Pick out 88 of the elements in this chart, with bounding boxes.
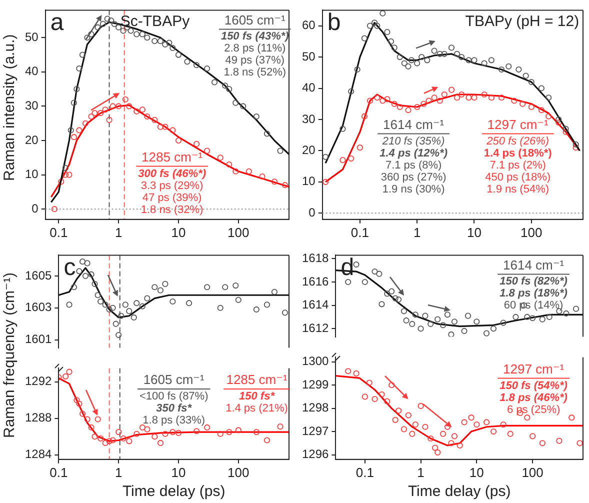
x-tick-label: 0.1 xyxy=(356,464,374,480)
y-tick-label: 50 xyxy=(302,49,316,64)
x-tick-label: 100 xyxy=(520,224,542,240)
annotation: 150 fs (43%*) xyxy=(220,30,290,43)
x-tick-label: 100 xyxy=(522,464,544,480)
y-tick-label: 1284 xyxy=(24,447,52,462)
x-tick-label: 10 xyxy=(469,464,484,480)
x-tick-label: 1 xyxy=(417,464,424,480)
y-tick-label: 1292 xyxy=(24,374,52,388)
annotation: 450 ps (18%) xyxy=(485,171,551,184)
y-tick-label: 40 xyxy=(302,80,316,95)
series-label: 1297 cm⁻¹ xyxy=(487,116,550,132)
annotation: 1.8 ps (18%*) xyxy=(500,288,568,300)
chart-title: a xyxy=(50,8,64,36)
x-tick-label: 1 xyxy=(114,464,122,480)
annotation: 1.8 ns (32%) xyxy=(140,204,204,216)
y-tick-label: 0 xyxy=(308,205,316,220)
y-tick-label: 1614 xyxy=(302,298,330,312)
annotation: <100 fs (87%) xyxy=(139,390,208,403)
annotation: 1.4 ps (18%*) xyxy=(484,147,552,160)
annotation: 1.8 ps (33%) xyxy=(142,414,206,427)
y-tick-label: 1603 xyxy=(24,300,52,314)
y-tick-label: 1296 xyxy=(302,447,330,462)
x-axis-title: Time delay (ps) xyxy=(408,483,511,500)
y-axis-title: Raman intensity (a.u.) xyxy=(1,33,19,183)
x-tick-label: 0.1 xyxy=(50,224,68,240)
annotation: 47 ps (39%) xyxy=(142,192,202,204)
chart-title: b xyxy=(327,8,341,36)
y-tick-label: 1298 xyxy=(302,400,330,415)
chart-subtitle: TBAPy (pH = 12) xyxy=(465,12,580,30)
text: 1285 cm⁻¹ xyxy=(226,372,288,388)
annotation: 150 fs (54%*) xyxy=(500,380,568,392)
y-tick-label: 1300 xyxy=(302,354,330,368)
y-tick-label: 1297 xyxy=(302,424,330,438)
y-tick-label: 0 xyxy=(32,201,39,216)
x-tick-label: 1 xyxy=(413,224,421,240)
x-axis-title: Time delay (ps) xyxy=(122,483,226,500)
y-tick-label: 1612 xyxy=(302,320,330,335)
annotation: 2.8 ps (11%) xyxy=(224,42,286,55)
y-tick-label: 1601 xyxy=(24,332,52,346)
text: 1614 cm⁻¹ xyxy=(383,116,445,132)
annotation: 1.8 ps (46%*) xyxy=(500,392,568,404)
annotation: 210 fs (35%) xyxy=(381,135,446,148)
x-tick-label: 1 xyxy=(114,224,122,240)
y-tick-label: 10 xyxy=(24,167,39,182)
chart-title: c xyxy=(64,254,76,281)
y-tick-label: 1618 xyxy=(302,251,330,266)
y-tick-label: 30 xyxy=(24,98,39,113)
text: 1297 cm⁻¹ xyxy=(503,361,565,376)
y-tick-label: 1605 xyxy=(24,268,52,282)
annotation: 150 fs* xyxy=(239,390,276,403)
y-tick-label: 30 xyxy=(302,112,316,126)
series-label: 1285 cm⁻¹ xyxy=(142,149,204,164)
annotation: 3.3 ps (29%) xyxy=(140,180,204,192)
x-tick-label: 10 xyxy=(171,224,186,240)
y-tick-label: 50 xyxy=(24,30,39,44)
chart-subtitle: Sc-TBAPy xyxy=(120,12,190,30)
annotation: 150 fs (82%*) xyxy=(500,276,568,288)
y-tick-label: 1299 xyxy=(302,377,330,392)
x-tick-label: 10 xyxy=(171,464,186,480)
annotation: 7.1 ps (8%) xyxy=(385,159,442,172)
x-tick-label: 0.1 xyxy=(50,464,68,480)
text: 1605 cm⁻¹ xyxy=(143,372,204,388)
annotation: 300 fs (46%*) xyxy=(138,168,206,180)
text: 1605 cm⁻¹ xyxy=(224,12,286,28)
y-tick-label: 10 xyxy=(302,174,316,188)
annotation: 1.4 ps (21%) xyxy=(226,402,288,415)
y-tick-label: 1288 xyxy=(24,410,52,425)
x-tick-label: 10 xyxy=(467,224,482,240)
y-tick-label: 1616 xyxy=(302,274,330,288)
x-tick-label: 100 xyxy=(228,464,250,480)
y-axis-title: Raman frequency (cm⁻¹) xyxy=(1,271,19,440)
annotation: 49 ps (37%) xyxy=(225,54,285,67)
annotation: 1.9 ns (30%) xyxy=(382,183,445,196)
annotation: 350 fs* xyxy=(156,402,192,415)
y-tick-label: 60 xyxy=(302,18,316,32)
annotation: 250 fs (26%) xyxy=(486,135,550,148)
annotation: 1.8 ns (52%) xyxy=(224,66,286,79)
y-tick-label: 20 xyxy=(302,143,316,158)
x-tick-label: 100 xyxy=(228,224,250,240)
text: 1614 cm⁻¹ xyxy=(503,257,565,272)
x-tick-label: 0.1 xyxy=(350,224,369,240)
annotation: 1.9 ns (54%) xyxy=(486,183,550,196)
annotation: 1.4 ps (12%*) xyxy=(380,147,448,160)
y-tick-label: 20 xyxy=(24,132,39,147)
annotation: 7.1 ps (2%) xyxy=(490,159,546,172)
annotation: 360 ps (27%) xyxy=(380,171,446,184)
y-tick-label: 40 xyxy=(24,64,39,78)
